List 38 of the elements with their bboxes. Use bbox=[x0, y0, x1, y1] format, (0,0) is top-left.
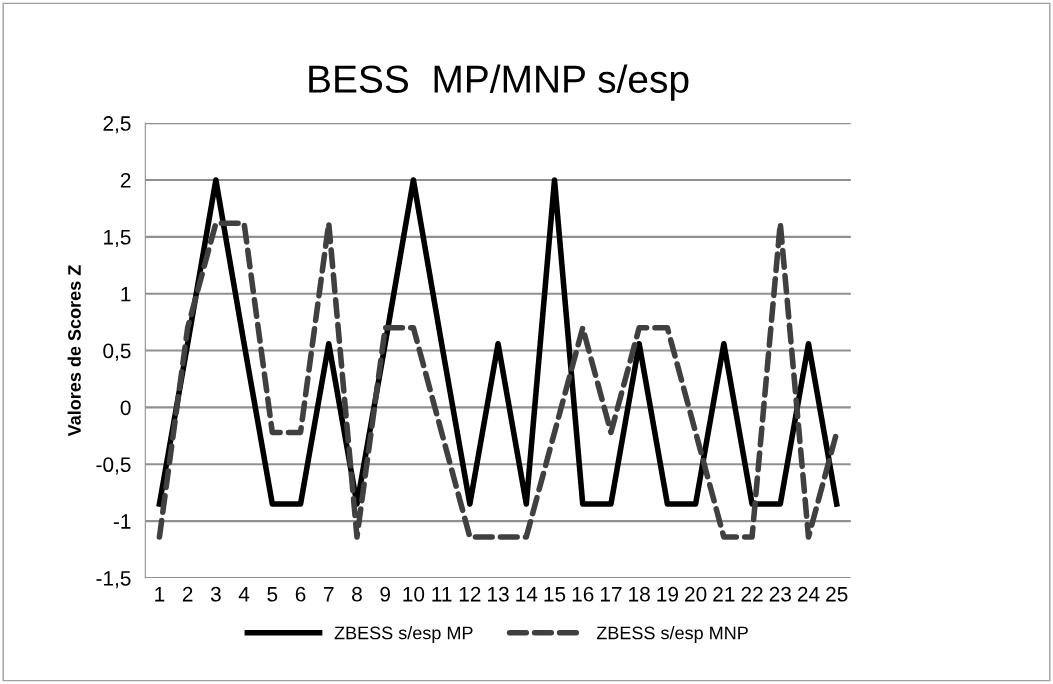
x-tick-label: 10 bbox=[403, 586, 425, 602]
x-tick-label: 23 bbox=[769, 586, 791, 602]
y-tick-label: 1 bbox=[121, 286, 131, 302]
x-tick-label: 20 bbox=[685, 586, 707, 602]
x-tick-label: 16 bbox=[572, 586, 594, 602]
legend-label: ZBESS s/esp MP bbox=[334, 626, 473, 643]
x-tick-label: 17 bbox=[600, 587, 622, 602]
y-tick-label: 2 bbox=[120, 172, 131, 188]
x-tick-label: 19 bbox=[657, 586, 678, 602]
x-tick-label: 6 bbox=[295, 586, 306, 602]
x-tick-label: 25 bbox=[826, 586, 848, 602]
legend-label: ZBESS s/esp MNP bbox=[596, 626, 748, 643]
x-tick-label: 21 bbox=[713, 586, 735, 602]
x-tick-label: 24 bbox=[797, 586, 820, 602]
x-tick-label: 1 bbox=[155, 587, 165, 602]
x-tick-label: 15 bbox=[544, 587, 566, 602]
x-tick-label: 3 bbox=[210, 586, 221, 602]
y-tick-label: 2,5 bbox=[103, 116, 131, 134]
x-tick-label: 14 bbox=[516, 587, 538, 602]
x-tick-label: 12 bbox=[459, 586, 481, 602]
chart-title: BESS MP/MNP s/esp bbox=[309, 64, 689, 101]
y-tick-label: 1,5 bbox=[104, 230, 131, 248]
x-tick-label: 7 bbox=[324, 587, 334, 602]
x-tick-label: 22 bbox=[741, 586, 763, 602]
x-tick-label: 4 bbox=[238, 587, 250, 602]
x-tick-label: 9 bbox=[380, 586, 390, 602]
y-axis-title: Valores de Scores Z bbox=[67, 265, 81, 437]
x-tick-label: 8 bbox=[352, 586, 362, 602]
x-tick-label: 18 bbox=[629, 586, 650, 602]
y-tick-label: -1 bbox=[113, 514, 131, 529]
y-tick-label: -1,5 bbox=[96, 571, 131, 589]
y-tick-label: -0,5 bbox=[96, 457, 131, 475]
x-tick-label: 13 bbox=[488, 586, 509, 602]
y-tick-label: 0,5 bbox=[103, 343, 131, 361]
y-tick-label: 0 bbox=[120, 400, 131, 416]
x-tick-label: 11 bbox=[432, 587, 452, 602]
x-tick-label: 2 bbox=[182, 586, 193, 602]
x-tick-label: 5 bbox=[267, 587, 278, 602]
